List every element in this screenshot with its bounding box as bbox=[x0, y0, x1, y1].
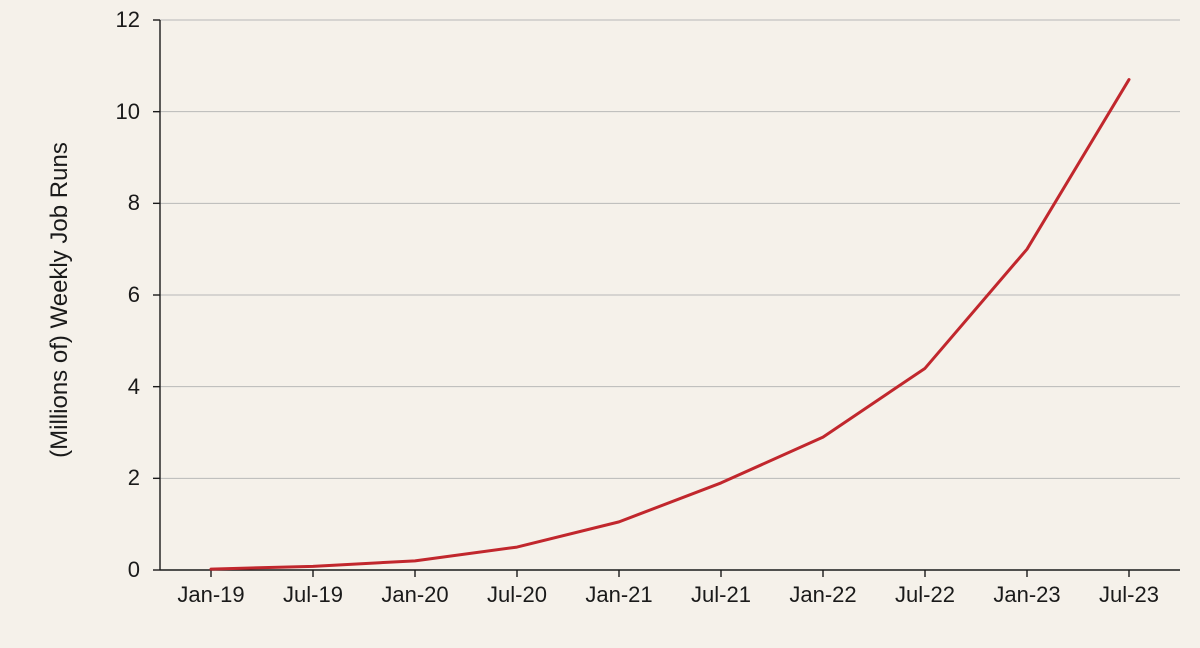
x-tick-label: Jul-23 bbox=[1099, 582, 1159, 608]
x-tick-label: Jan-19 bbox=[177, 582, 244, 608]
line-chart: (Millions of) Weekly Job Runs 0 2 4 6 8 10 12 J… bbox=[0, 0, 1200, 648]
x-tick-label: Jan-21 bbox=[585, 582, 652, 608]
x-tick-label: Jan-20 bbox=[381, 582, 448, 608]
x-tick-label: Jul-21 bbox=[691, 582, 751, 608]
y-tick-label: 0 bbox=[128, 557, 140, 583]
x-tick-label: Jul-20 bbox=[487, 582, 547, 608]
y-tick-label: 4 bbox=[128, 374, 140, 400]
x-tick-label: Jul-19 bbox=[283, 582, 343, 608]
y-tick-label: 6 bbox=[128, 282, 140, 308]
y-tick-label: 8 bbox=[128, 190, 140, 216]
data-line bbox=[211, 80, 1129, 569]
y-axis-title: (Millions of) Weekly Job Runs bbox=[46, 142, 74, 458]
x-tick-label: Jan-22 bbox=[789, 582, 856, 608]
y-tick-label: 12 bbox=[116, 7, 140, 33]
chart-svg bbox=[0, 0, 1200, 648]
x-tick-label: Jan-23 bbox=[993, 582, 1060, 608]
y-tick-label: 2 bbox=[128, 465, 140, 491]
x-tick-label: Jul-22 bbox=[895, 582, 955, 608]
y-tick-label: 10 bbox=[116, 99, 140, 125]
